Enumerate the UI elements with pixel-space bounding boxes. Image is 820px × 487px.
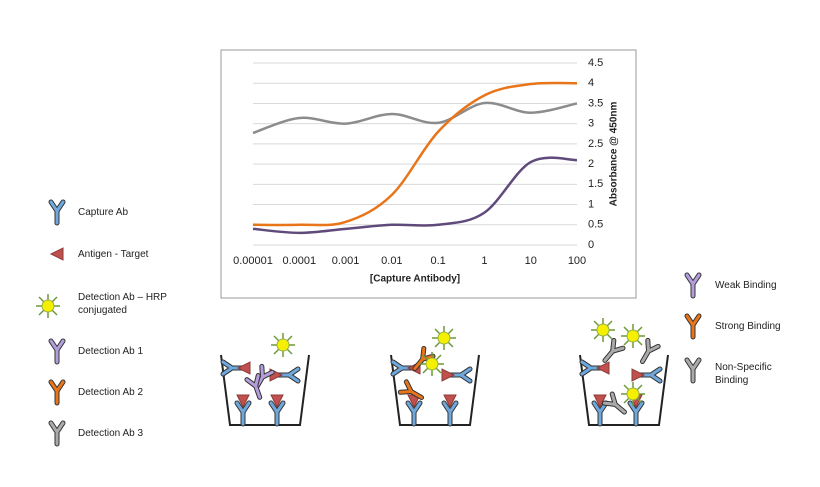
x-tick-label: 0.01	[381, 255, 402, 267]
x-tick-label: 0.1	[430, 255, 445, 267]
y-tick-label: 2.5	[588, 138, 603, 150]
legend-label: Detection Ab 1	[78, 346, 144, 357]
legend-label: Detection Ab 3	[78, 428, 144, 439]
icon	[50, 247, 64, 261]
legend-label: Antigen - Target	[78, 249, 149, 260]
x-tick-label: 0.00001	[233, 255, 273, 267]
y-tick-label: 2	[588, 158, 594, 170]
icon	[35, 293, 61, 319]
legend-label: Strong Binding	[715, 321, 781, 332]
icon	[51, 423, 63, 444]
icon	[51, 202, 63, 223]
x-tick-label: 10	[525, 255, 537, 267]
legend-label: Capture Ab	[78, 207, 129, 218]
y-tick-label: 3.5	[588, 97, 603, 109]
y-tick-label: 1	[588, 198, 594, 210]
icon	[51, 382, 63, 403]
y-axis-title: Absorbance @ 450nm	[609, 102, 620, 207]
wells	[220, 317, 669, 426]
y-tick-label: 4.5	[588, 57, 603, 69]
well	[390, 354, 480, 426]
icon	[687, 275, 699, 296]
x-tick-label: 0.0001	[282, 255, 316, 267]
y-tick-label: 0.5	[588, 219, 603, 231]
y-tick-label: 3	[588, 118, 594, 130]
x-tick-label: 1	[481, 255, 487, 267]
series-line	[252, 101, 578, 135]
legend-label: Detection Ab – HRP conjugated	[78, 292, 167, 316]
x-tick-label: 0.001	[332, 255, 360, 267]
well	[579, 354, 669, 426]
series-line	[252, 156, 578, 235]
icon	[51, 341, 63, 362]
x-tick-label: 100	[568, 255, 586, 267]
y-tick-label: 1.5	[588, 178, 603, 190]
x-axis-title: [Capture Antibody]	[370, 274, 460, 285]
legend-label: Weak Binding	[715, 280, 777, 291]
legend-label: Non-Specific Binding	[715, 362, 772, 386]
y-tick-label: 4	[588, 77, 594, 89]
legend-label: Detection Ab 2	[78, 387, 144, 398]
series-line	[252, 81, 578, 227]
icon	[687, 316, 699, 337]
well	[220, 354, 310, 426]
chart-frame	[220, 49, 637, 299]
y-tick-label: 0	[588, 239, 594, 251]
icon	[687, 360, 699, 381]
